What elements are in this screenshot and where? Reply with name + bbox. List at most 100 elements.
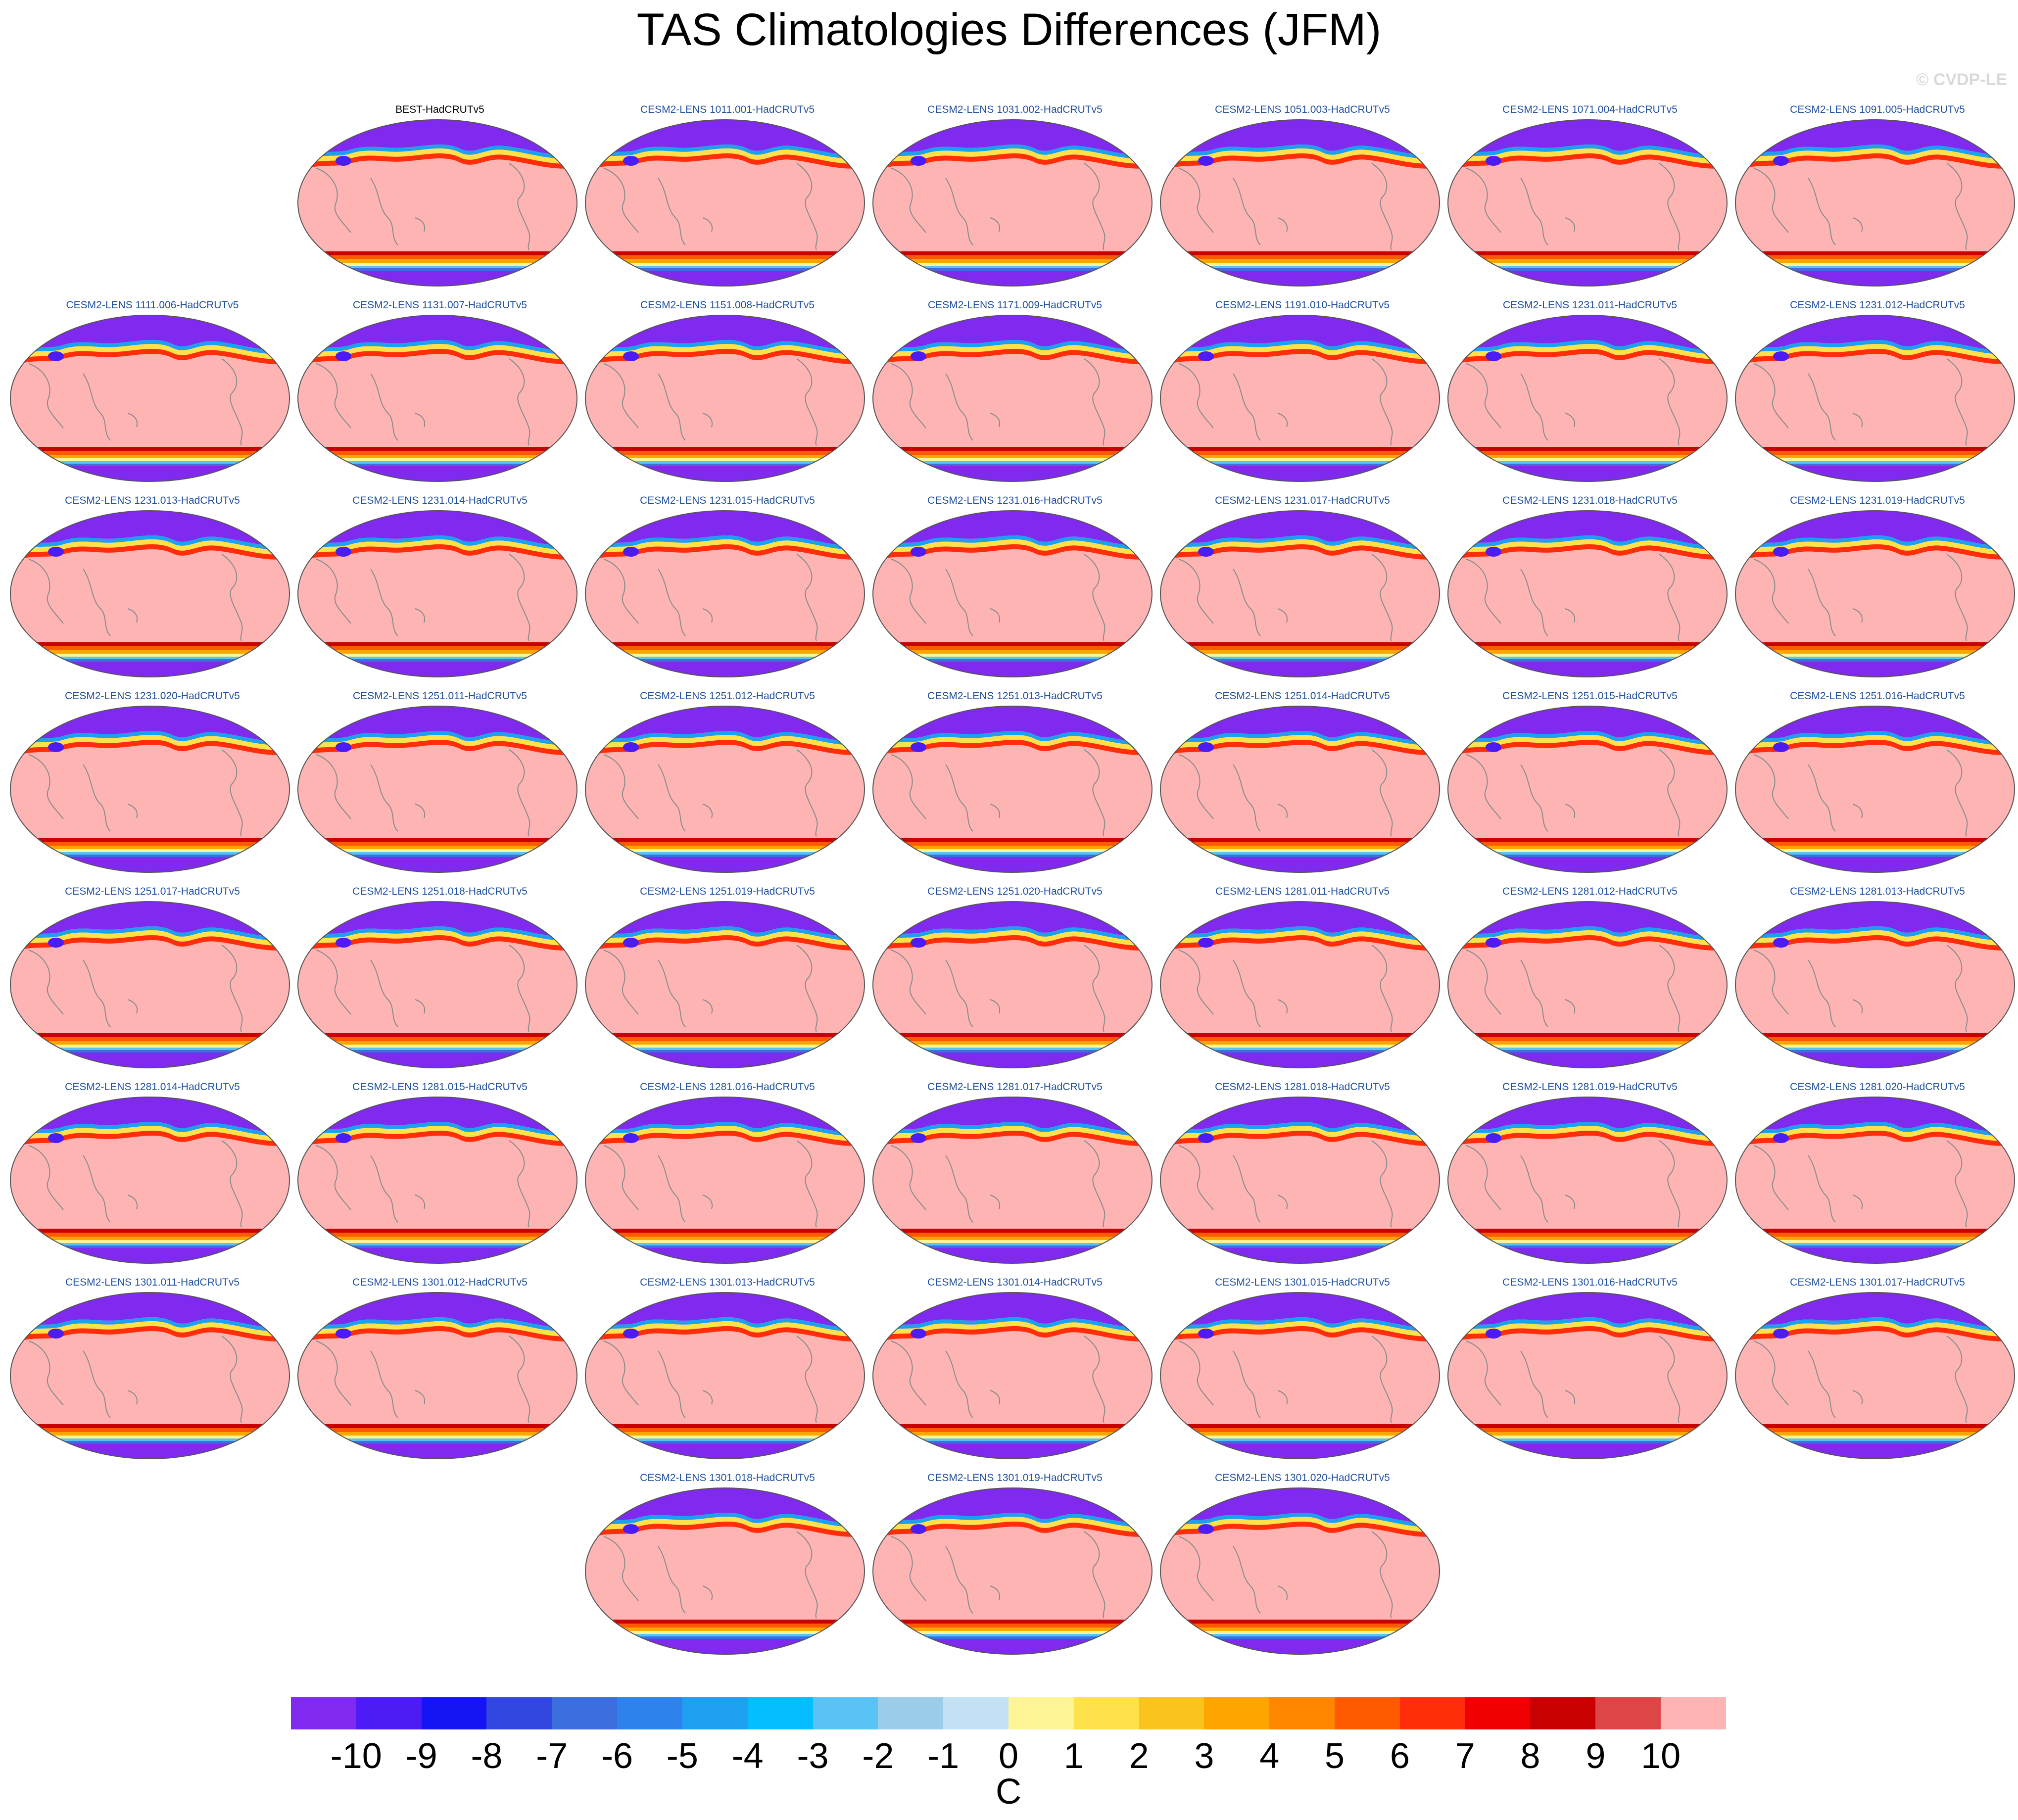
colorbar-swatch [291, 1697, 356, 1729]
map-panel: CESM2-LENS 1281.018-HadCRUTv5 [1159, 1081, 1446, 1267]
panel-title: CESM2-LENS 1231.016-HadCRUTv5 [927, 495, 1103, 506]
colorbar-swatch [1008, 1697, 1074, 1729]
panel-title: CESM2-LENS 1301.015-HadCRUTv5 [1215, 1277, 1390, 1288]
colorbar-tick-label: 2 [1129, 1736, 1149, 1776]
colorbar-swatch [552, 1697, 618, 1729]
panel-title: CESM2-LENS 1231.018-HadCRUTv5 [1502, 495, 1678, 506]
map-panel: CESM2-LENS 1251.014-HadCRUTv5 [1159, 690, 1446, 876]
panel-title: CESM2-LENS 1131.007-HadCRUTv5 [352, 299, 528, 311]
panel-title: CESM2-LENS 1251.014-HadCRUTv5 [1215, 690, 1390, 702]
colorbar-swatch [1073, 1697, 1139, 1729]
map-panel: CESM2-LENS 1231.014-HadCRUTv5 [296, 495, 583, 680]
panel-title: CESM2-LENS 1091.005-HadCRUTv5 [1790, 104, 1965, 115]
panel-title: CESM2-LENS 1281.019-HadCRUTv5 [1502, 1081, 1678, 1093]
panel-title: CESM2-LENS 1051.003-HadCRUTv5 [1215, 104, 1390, 115]
map-panel: CESM2-LENS 1231.013-HadCRUTv5 [9, 495, 296, 680]
map-panel: CESM2-LENS 1251.011-HadCRUTv5 [296, 690, 583, 876]
panel-title: CESM2-LENS 1191.010-HadCRUTv5 [1215, 299, 1390, 311]
map-panel: CESM2-LENS 1251.017-HadCRUTv5 [9, 886, 296, 1071]
colorbar-swatch [421, 1697, 487, 1729]
panel-title: CESM2-LENS 1231.014-HadCRUTv5 [352, 495, 528, 506]
map-panel: CESM2-LENS 1251.020-HadCRUTv5 [871, 886, 1158, 1071]
map-panel: CESM2-LENS 1251.016-HadCRUTv5 [1734, 690, 2018, 876]
colorbar-tick-label: -8 [471, 1736, 503, 1776]
colorbar-tick-label: 8 [1520, 1736, 1540, 1776]
map-panel: CESM2-LENS 1301.016-HadCRUTv5 [1446, 1277, 1733, 1462]
map-panel: CESM2-LENS 1281.011-HadCRUTv5 [1159, 886, 1446, 1071]
panel-title: CESM2-LENS 1151.008-HadCRUTv5 [640, 299, 815, 311]
colorbar-swatch [878, 1697, 944, 1729]
map-panel: CESM2-LENS 1281.020-HadCRUTv5 [1734, 1081, 2018, 1267]
map-panel: CESM2-LENS 1281.016-HadCRUTv5 [584, 1081, 871, 1267]
colorbar-tick-label: 4 [1259, 1736, 1280, 1776]
map-panel: CESM2-LENS 1301.014-HadCRUTv5 [871, 1277, 1158, 1462]
panel-title: CESM2-LENS 1281.015-HadCRUTv5 [352, 1081, 528, 1093]
panel-title: CESM2-LENS 1281.018-HadCRUTv5 [1215, 1081, 1390, 1093]
colorbar-swatch [356, 1697, 422, 1729]
panel-title: CESM2-LENS 1281.016-HadCRUTv5 [640, 1081, 815, 1093]
map-panel: CESM2-LENS 1231.018-HadCRUTv5 [1446, 495, 1733, 680]
panel-title: CESM2-LENS 1231.011-HadCRUTv5 [1502, 299, 1678, 311]
map-panel: CESM2-LENS 1131.007-HadCRUTv5 [296, 299, 583, 485]
map-panel: CESM2-LENS 1251.018-HadCRUTv5 [296, 886, 583, 1071]
map-panel: CESM2-LENS 1251.015-HadCRUTv5 [1446, 690, 1733, 876]
panel-title: CESM2-LENS 1251.016-HadCRUTv5 [1790, 690, 1965, 702]
copyright-label: © CVDP-LE [1916, 70, 2007, 89]
colorbar-tick-label: -6 [601, 1736, 633, 1776]
panel-title: CESM2-LENS 1251.013-HadCRUTv5 [927, 690, 1103, 702]
colorbar-tick-label: -9 [405, 1736, 437, 1776]
panel-title: CESM2-LENS 1301.016-HadCRUTv5 [1502, 1277, 1678, 1288]
map-panel: CESM2-LENS 1301.013-HadCRUTv5 [584, 1277, 871, 1462]
colorbar-swatch [486, 1697, 552, 1729]
panel-title: CESM2-LENS 1251.012-HadCRUTv5 [640, 690, 815, 702]
panel-title: CESM2-LENS 1301.014-HadCRUTv5 [927, 1277, 1103, 1288]
map-panel: CESM2-LENS 1281.014-HadCRUTv5 [9, 1081, 296, 1267]
map-panel: CESM2-LENS 1301.012-HadCRUTv5 [296, 1277, 583, 1462]
panel-title: CESM2-LENS 1251.017-HadCRUTv5 [65, 886, 240, 897]
panel-title: CESM2-LENS 1011.001-HadCRUTv5 [640, 104, 815, 115]
colorbar-tick-label: -7 [536, 1736, 568, 1776]
colorbar-tick-label: 3 [1194, 1736, 1214, 1776]
map-panel: CESM2-LENS 1151.008-HadCRUTv5 [584, 299, 871, 485]
map-panel: CESM2-LENS 1091.005-HadCRUTv5 [1734, 104, 2018, 289]
map-panel: CESM2-LENS 1231.012-HadCRUTv5 [1734, 299, 2018, 485]
map-panel: CESM2-LENS 1071.004-HadCRUTv5 [1446, 104, 1733, 289]
panel-title: CESM2-LENS 1251.018-HadCRUTv5 [352, 886, 528, 897]
panel-title: CESM2-LENS 1231.017-HadCRUTv5 [1215, 495, 1390, 506]
map-panel: CESM2-LENS 1281.015-HadCRUTv5 [296, 1081, 583, 1267]
colorbar-units: C [996, 1772, 1021, 1812]
map-panel: CESM2-LENS 1281.012-HadCRUTv5 [1446, 886, 1733, 1071]
panel-title: CESM2-LENS 1281.013-HadCRUTv5 [1790, 886, 1965, 897]
colorbar-swatch [1399, 1697, 1465, 1729]
map-panel: CESM2-LENS 1301.020-HadCRUTv5 [1159, 1472, 1446, 1658]
colorbar [291, 1697, 1726, 1729]
panel-title: CESM2-LENS 1301.019-HadCRUTv5 [927, 1472, 1103, 1484]
colorbar-swatch [1595, 1697, 1661, 1729]
colorbar-tick-label: 5 [1325, 1736, 1345, 1776]
panel-title: CESM2-LENS 1231.013-HadCRUTv5 [65, 495, 240, 506]
panel-title: CESM2-LENS 1231.019-HadCRUTv5 [1790, 495, 1965, 506]
panel-title: CESM2-LENS 1071.004-HadCRUTv5 [1502, 104, 1678, 115]
panel-title: CESM2-LENS 1281.017-HadCRUTv5 [927, 1081, 1103, 1093]
panel-title: CESM2-LENS 1251.015-HadCRUTv5 [1502, 690, 1678, 702]
colorbar-tick-label: 0 [998, 1736, 1019, 1776]
map-panel: CESM2-LENS 1231.015-HadCRUTv5 [584, 495, 871, 680]
colorbar-tick-label: -3 [797, 1736, 829, 1776]
figure-title: TAS Climatologies Differences (JFM) [636, 4, 1382, 55]
colorbar-tick-label: -1 [927, 1736, 960, 1776]
panel-title: CESM2-LENS 1301.020-HadCRUTv5 [1215, 1472, 1390, 1484]
panel-title: CESM2-LENS 1281.012-HadCRUTv5 [1502, 886, 1678, 897]
map-panel: CESM2-LENS 1251.012-HadCRUTv5 [584, 690, 871, 876]
colorbar-swatch [1269, 1697, 1335, 1729]
colorbar-swatch [617, 1697, 682, 1729]
panel-title: CESM2-LENS 1171.009-HadCRUTv5 [927, 299, 1103, 311]
map-panel: CESM2-LENS 1111.006-HadCRUTv5 [9, 299, 296, 485]
panel-title: CESM2-LENS 1231.015-HadCRUTv5 [640, 495, 815, 506]
map-panel: CESM2-LENS 1231.017-HadCRUTv5 [1159, 495, 1446, 680]
colorbar-tick-label: 1 [1063, 1736, 1084, 1776]
map-panel: CESM2-LENS 1301.018-HadCRUTv5 [584, 1472, 871, 1658]
map-panel: CESM2-LENS 1281.013-HadCRUTv5 [1734, 886, 2018, 1071]
panel-title: CESM2-LENS 1281.011-HadCRUTv5 [1215, 886, 1390, 897]
map-panel: CESM2-LENS 1251.019-HadCRUTv5 [584, 886, 871, 1071]
panel-title: CESM2-LENS 1301.012-HadCRUTv5 [352, 1277, 528, 1288]
